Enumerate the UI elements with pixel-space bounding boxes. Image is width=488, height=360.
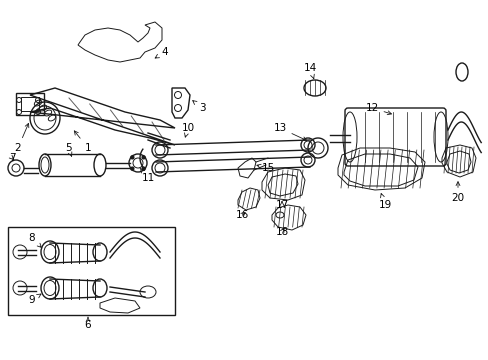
Circle shape <box>131 167 134 170</box>
Circle shape <box>131 156 134 159</box>
Text: 3: 3 <box>192 100 205 113</box>
Text: 15: 15 <box>256 163 274 173</box>
Text: 9: 9 <box>29 294 41 305</box>
Text: 11: 11 <box>140 168 154 183</box>
Circle shape <box>142 156 145 159</box>
Text: 14: 14 <box>303 63 316 79</box>
Circle shape <box>142 167 145 170</box>
Text: 6: 6 <box>84 317 91 330</box>
Text: 17: 17 <box>275 200 288 210</box>
Text: 8: 8 <box>29 233 41 247</box>
Text: 4: 4 <box>155 47 168 58</box>
Bar <box>8 227 175 315</box>
Bar <box>21 97 39 111</box>
Bar <box>16 93 44 115</box>
Text: 5: 5 <box>64 143 72 156</box>
Text: 18: 18 <box>275 227 288 237</box>
Text: 16: 16 <box>235 210 248 220</box>
Text: 13: 13 <box>273 123 306 140</box>
Text: 1: 1 <box>74 131 91 153</box>
Text: 2: 2 <box>15 123 29 153</box>
Text: 19: 19 <box>378 194 391 210</box>
Text: 10: 10 <box>181 123 194 137</box>
Text: 12: 12 <box>365 103 391 114</box>
Text: 20: 20 <box>450 182 464 203</box>
Text: 7: 7 <box>9 153 15 163</box>
